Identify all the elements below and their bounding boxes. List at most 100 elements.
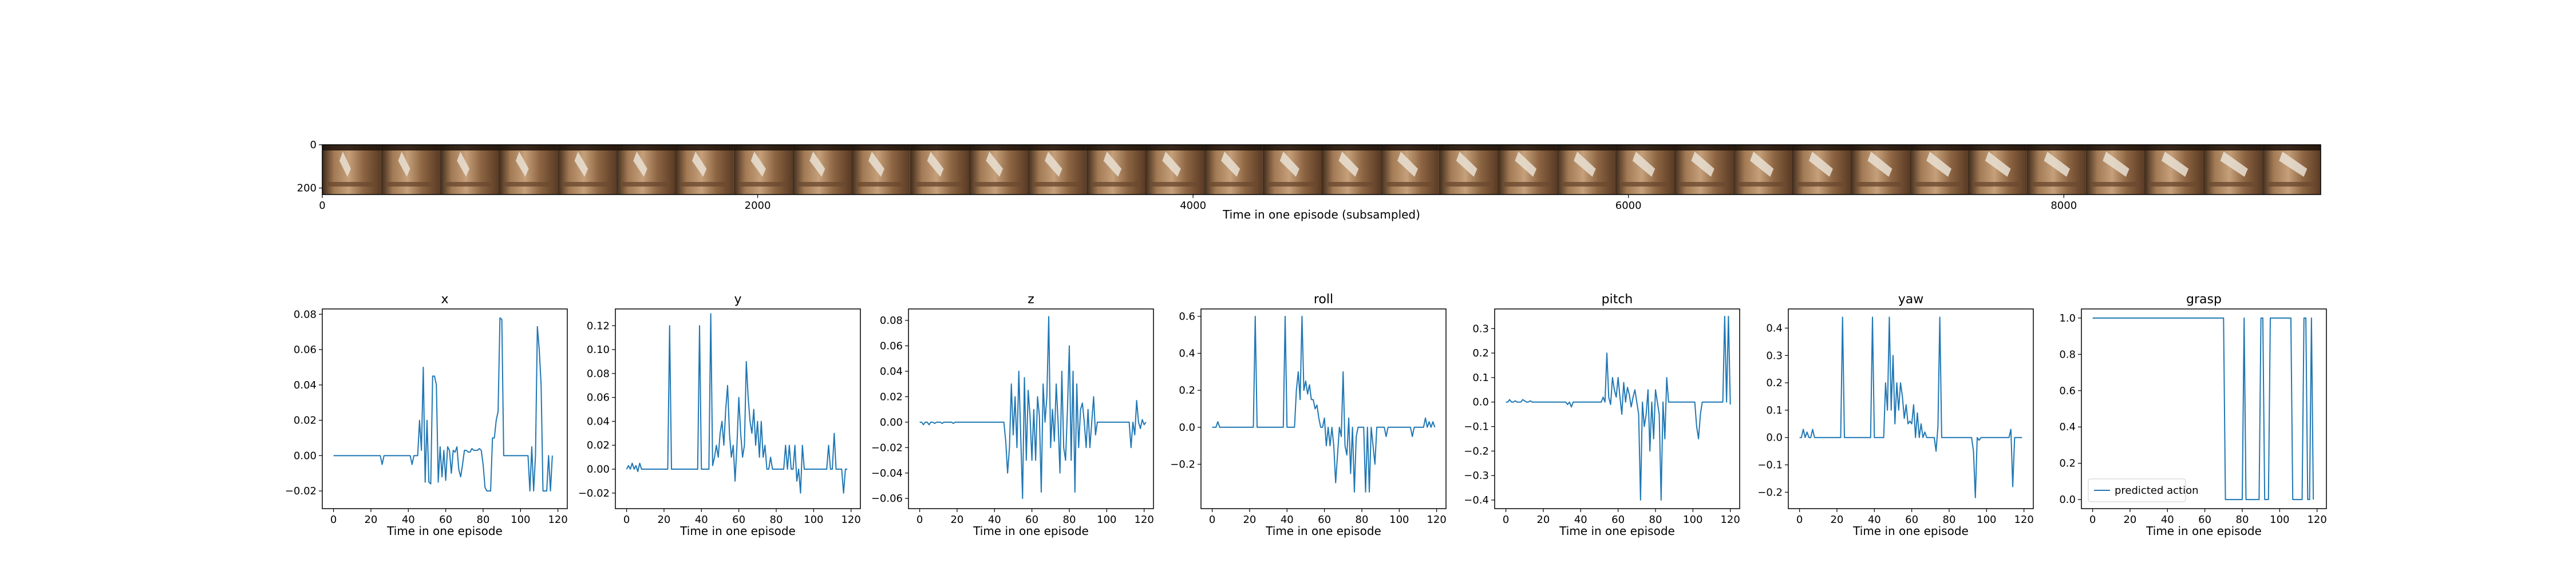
- table-edge-shape: [1680, 182, 1727, 187]
- ytick-label: 1.0: [2059, 312, 2076, 324]
- robot-arm-shape: [1045, 152, 1062, 177]
- filmstrip-frame: [1850, 145, 1910, 195]
- x-axis-label: Time in one episode: [679, 524, 796, 538]
- ytick-label: 0.2: [1472, 347, 1489, 359]
- robot-arm-shape: [1632, 152, 1656, 177]
- xtick-label: 20: [1243, 514, 1256, 526]
- xtick-label: 100: [804, 514, 823, 526]
- xtick-label: 60: [732, 514, 745, 526]
- ytick-label: 0.02: [880, 391, 903, 403]
- ytick-label: 0.2: [1179, 384, 1195, 396]
- ytick-label: 0.06: [294, 344, 317, 356]
- frame-top-shadow: [2203, 145, 2262, 150]
- ytick-label: 0.04: [880, 366, 903, 378]
- filmstrip-frame: [969, 145, 1028, 195]
- table-edge-shape: [681, 182, 728, 187]
- ytick-label: 0.00: [880, 417, 903, 429]
- xtick-label: 100: [2270, 514, 2289, 526]
- robot-arm-shape: [1397, 152, 1418, 177]
- robot-arm-shape: [868, 152, 884, 177]
- x-axis-label: Time in one episode: [1559, 524, 1675, 538]
- frame-top-shadow: [675, 145, 734, 150]
- xtick-label: 60: [2198, 514, 2211, 526]
- xtick-label: 0: [916, 514, 923, 526]
- table-edge-shape: [328, 182, 376, 187]
- filmstrip-frame: [2203, 145, 2262, 195]
- ytick-label: 0.02: [587, 439, 610, 451]
- xtick-label: 120: [841, 514, 860, 526]
- xtick-label: 40: [2161, 514, 2174, 526]
- frame-top-shadow: [1028, 145, 1086, 150]
- ytick-label: −0.2: [1757, 486, 1783, 498]
- table-edge-shape: [386, 182, 434, 187]
- frame-top-shadow: [1262, 145, 1322, 150]
- xtick-label: 80: [1649, 514, 1662, 526]
- ytick-label: 0.1: [1766, 405, 1783, 417]
- table-edge-shape: [2208, 182, 2257, 187]
- frame-background: [440, 145, 499, 195]
- ytick-label: 0.08: [880, 315, 903, 327]
- legend: predicted action: [2088, 478, 2199, 502]
- filmstrip-frame: [733, 145, 793, 195]
- filmstrip-frame: [440, 145, 499, 195]
- frame-top-shadow: [1204, 145, 1263, 150]
- filmstrip-xtick-label: 4000: [1180, 200, 1206, 212]
- frame-top-shadow: [1321, 145, 1381, 150]
- table-edge-shape: [2091, 182, 2139, 187]
- robot-arm-shape: [809, 152, 825, 177]
- ytick-label: 0.08: [294, 308, 317, 320]
- frame-top-shadow: [2026, 145, 2086, 150]
- series-line-grasp: [2092, 317, 2314, 501]
- robot-arm-shape: [692, 152, 707, 177]
- filmstrip-frame: [1145, 145, 1204, 195]
- filmstrip-frame: [1086, 145, 1145, 195]
- table-edge-shape: [798, 182, 846, 187]
- frame-top-shadow: [792, 145, 852, 150]
- subplot-title: pitch: [1602, 292, 1633, 307]
- series-line-y: [626, 313, 848, 494]
- frame-background: [322, 145, 381, 195]
- subplot-x: 0 20 40 60 80 100 120 −0.02 0.00 0.02 0.04 0.06 0.08…: [285, 292, 568, 538]
- ytick-label: −0.2: [1464, 445, 1489, 457]
- xtick-label: 120: [1427, 514, 1446, 526]
- frame-background: [1967, 145, 2027, 195]
- xtick-label: 100: [511, 514, 530, 526]
- xtick-label: 40: [1281, 514, 1294, 526]
- filmstrip-xtick-label: 6000: [1615, 200, 1642, 212]
- subplot-title: z: [1028, 292, 1034, 307]
- xtick-label: 60: [439, 514, 452, 526]
- ytick-label: −0.02: [578, 487, 610, 499]
- frame-top-shadow: [733, 145, 793, 150]
- table-edge-shape: [1503, 182, 1551, 187]
- frame-top-shadow: [1556, 145, 1615, 150]
- ytick-label: 0.06: [587, 392, 610, 404]
- ytick-label: 0.4: [2059, 421, 2076, 433]
- frame-top-shadow: [1733, 145, 1792, 150]
- ytick-label: 0.10: [587, 344, 610, 356]
- xtick-label: 100: [1683, 514, 1702, 526]
- table-edge-shape: [1621, 182, 1669, 187]
- frame-top-shadow: [1615, 145, 1674, 150]
- xtick-label: 80: [1063, 514, 1076, 526]
- ytick-label: 0.12: [587, 320, 610, 332]
- robot-arm-shape: [398, 152, 410, 177]
- ytick-label: 0.8: [2059, 348, 2076, 360]
- xtick-label: 0: [1796, 514, 1803, 526]
- filmstrip-frame: [1321, 145, 1381, 195]
- filmstrip-frame: [1380, 145, 1439, 195]
- frame-top-shadow: [1791, 145, 1851, 150]
- xtick-label: 0: [1209, 514, 1215, 526]
- filmstrip-frame: [1733, 145, 1792, 195]
- table-edge-shape: [1915, 182, 1962, 187]
- legend-label: predicted action: [2115, 485, 2199, 497]
- xtick-label: 120: [1720, 514, 1740, 526]
- filmstrip-xlabel: Time in one episode (subsampled): [1222, 208, 1420, 221]
- filmstrip-frame: [1791, 145, 1851, 195]
- robot-arm-shape: [1691, 152, 1714, 177]
- frame-top-shadow: [616, 145, 675, 150]
- subplot-pitch: 0 20 40 60 80 100 120 −0.4 −0.3 −0.2 −0.1 0.0 0.1 0.2…: [1464, 292, 1740, 538]
- xtick-label: 0: [330, 514, 337, 526]
- ytick-label: −0.1: [1757, 459, 1783, 471]
- ytick-label: 0.0: [1472, 396, 1489, 409]
